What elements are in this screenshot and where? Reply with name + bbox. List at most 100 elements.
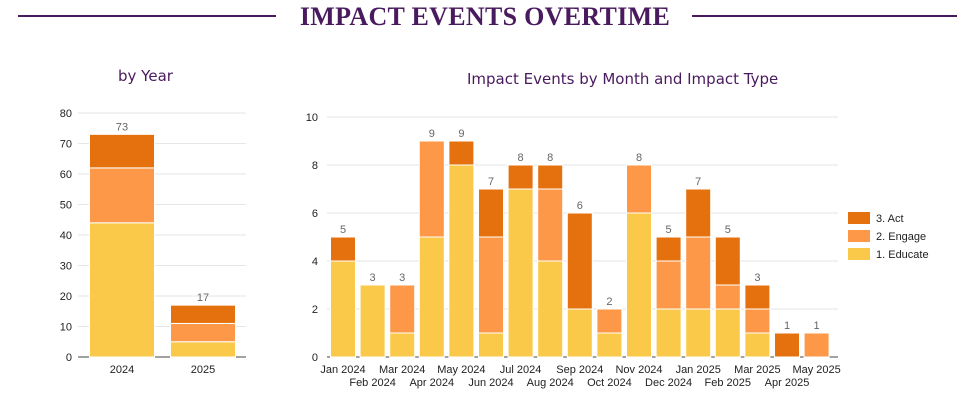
bar-total-label: 2 <box>606 296 612 308</box>
x-tick-label: Nov 2024 <box>615 364 662 376</box>
bar-total-label: 1 <box>784 320 790 332</box>
bar-segment <box>685 236 712 310</box>
bar-segment <box>89 222 155 358</box>
legend-swatch <box>848 248 870 260</box>
bar-total-label: 5 <box>340 224 346 236</box>
bar-segment <box>418 140 445 238</box>
bar-segment <box>170 304 236 324</box>
y-tick-label: 30 <box>60 261 72 273</box>
bar-total-label: 73 <box>116 121 128 133</box>
bar-segment <box>359 284 386 358</box>
y-tick-label: 50 <box>60 200 72 212</box>
y-tick-label: 60 <box>60 169 72 181</box>
y-tick-label: 80 <box>60 108 72 120</box>
y-tick-label: 10 <box>60 322 72 334</box>
bar-segment <box>507 188 534 358</box>
y-tick-label: 6 <box>312 208 318 220</box>
bar-segment <box>389 332 416 358</box>
bar-total-label: 17 <box>197 292 209 304</box>
x-tick-label: Jan 2025 <box>676 364 721 376</box>
x-tick-label: Aug 2024 <box>527 377 574 389</box>
legend-label: 3. Act <box>876 213 904 225</box>
bar-segment <box>655 260 682 310</box>
bar-segment <box>418 236 445 358</box>
bar-total-label: 3 <box>399 272 405 284</box>
bar-segment <box>478 188 504 238</box>
bar-total-label: 8 <box>547 152 553 164</box>
bar-segment <box>685 188 712 238</box>
bar-segment <box>626 212 652 358</box>
bar-segment <box>744 308 771 334</box>
bar-total-label: 8 <box>518 152 524 164</box>
bar-segment <box>330 236 356 262</box>
x-tick-label: Jan 2024 <box>320 364 365 376</box>
legend-label: 2. Engage <box>876 231 926 243</box>
legend-swatch <box>848 212 870 224</box>
bar-segment <box>537 188 564 262</box>
y-tick-label: 0 <box>312 352 318 364</box>
bar-total-label: 3 <box>754 272 760 284</box>
y-tick-label: 2 <box>312 304 318 316</box>
x-tick-label: Sep 2024 <box>556 364 603 376</box>
x-tick-label: 2024 <box>110 364 134 376</box>
bar-segment <box>89 133 155 169</box>
bar-segment <box>478 236 504 334</box>
bar-segment <box>803 332 830 358</box>
x-tick-label: Jun 2024 <box>468 377 513 389</box>
bar-segment <box>330 260 356 358</box>
bar-segment <box>714 284 741 310</box>
bar-total-label: 6 <box>577 200 583 212</box>
bar-segment <box>685 308 712 358</box>
bar-segment <box>626 164 652 214</box>
bar-segment <box>537 164 564 190</box>
bar-segment <box>448 140 475 166</box>
x-tick-label: Oct 2024 <box>587 377 632 389</box>
bar-total-label: 1 <box>814 320 820 332</box>
bar-segment <box>566 212 593 310</box>
x-tick-label: Feb 2024 <box>349 377 395 389</box>
y-tick-label: 70 <box>60 139 72 151</box>
x-tick-label: May 2024 <box>437 364 485 376</box>
bar-total-label: 7 <box>488 176 494 188</box>
bar-segment <box>714 236 741 286</box>
bar-segment <box>744 284 771 310</box>
x-tick-label: Jul 2024 <box>500 364 542 376</box>
bar-segment <box>655 308 682 358</box>
bar-segment <box>448 164 475 358</box>
x-tick-label: Mar 2024 <box>379 364 425 376</box>
y-tick-label: 20 <box>60 291 72 303</box>
bar-total-label: 5 <box>725 224 731 236</box>
bar-segment <box>507 164 534 190</box>
bar-total-label: 9 <box>429 128 435 140</box>
bar-total-label: 5 <box>666 224 672 236</box>
bar-segment <box>566 308 593 358</box>
legend-label: 1. Educate <box>876 249 929 261</box>
x-tick-label: Mar 2025 <box>734 364 780 376</box>
year-chart-title: by Year <box>118 67 173 85</box>
y-tick-label: 40 <box>60 230 72 242</box>
x-tick-label: Apr 2025 <box>765 377 810 389</box>
bar-total-label: 8 <box>636 152 642 164</box>
y-tick-label: 10 <box>306 112 318 124</box>
bar-total-label: 3 <box>370 272 376 284</box>
bar-segment <box>714 308 741 358</box>
y-tick-label: 0 <box>66 352 72 364</box>
bar-segment <box>537 260 564 358</box>
bar-segment <box>774 332 800 358</box>
bar-segment <box>596 308 623 334</box>
bar-segment <box>744 332 771 358</box>
legend-swatch <box>848 230 870 242</box>
x-tick-label: 2025 <box>191 364 215 376</box>
header-rule-right <box>692 15 957 17</box>
x-tick-label: Dec 2024 <box>645 377 692 389</box>
year-chart: 0 10 20 30 40 50 60 70 80 73 2024 17 2025 <box>60 108 246 376</box>
bar-segment <box>478 332 504 358</box>
bar-total-label: 7 <box>695 176 701 188</box>
header-rule-left <box>18 15 276 17</box>
x-tick-label: May 2025 <box>792 364 840 376</box>
y-tick-label: 8 <box>312 160 318 172</box>
month-chart-title: Impact Events by Month and Impact Type <box>467 70 779 88</box>
bar-segment <box>655 236 682 262</box>
bar-total-label: 9 <box>458 128 464 140</box>
